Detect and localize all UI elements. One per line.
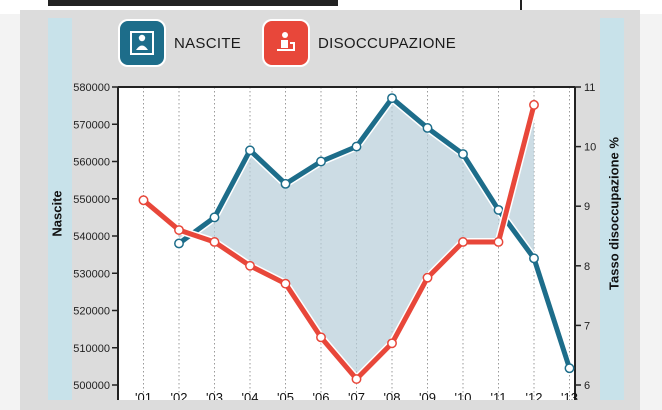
unemployment-point — [529, 99, 539, 110]
left-axis-strip — [48, 18, 72, 400]
x-tick-label: '02 — [171, 390, 188, 400]
y2-tick-label: 11 — [584, 82, 595, 94]
unemployment-line — [141, 104, 537, 382]
unemployment-point — [245, 260, 255, 271]
births-point — [458, 149, 468, 160]
unemployment-point — [422, 272, 433, 283]
unemployment-point — [316, 332, 326, 343]
header-divider — [520, 0, 522, 12]
unemployment-point — [174, 225, 184, 235]
legend-item-births: NASCITE — [118, 19, 242, 67]
y-tick-label: 560000 — [73, 157, 110, 169]
births-point — [245, 145, 255, 156]
y2-tick-label: 6 — [584, 380, 590, 392]
unemployment-point — [351, 374, 362, 384]
legend-item-unemployment: DISOCCUPAZIONE — [262, 19, 457, 67]
births-point — [280, 178, 291, 189]
y2-tick-label: 8 — [584, 261, 590, 273]
y-tick-label: 500000 — [73, 380, 110, 392]
y-tick-label: 550000 — [73, 194, 110, 206]
legend-label-births: NASCITE — [174, 34, 242, 52]
worker-at-desk-icon — [262, 19, 310, 67]
y-tick-label: 510000 — [73, 343, 110, 355]
unemployment-point — [209, 237, 220, 247]
x-tick-label: '05 — [277, 390, 294, 400]
births-point — [174, 238, 184, 249]
y-tick-label: 580000 — [73, 82, 110, 94]
x-tick-label: '09 — [419, 390, 436, 400]
y-tick-label: 540000 — [73, 231, 110, 243]
x-tick-label: '04 — [242, 390, 259, 400]
unemployment-point — [138, 195, 149, 206]
births-point — [387, 93, 397, 104]
baby-icon — [118, 19, 166, 67]
unemployment-point — [458, 237, 468, 247]
births-point — [529, 253, 539, 264]
births-point — [493, 204, 504, 215]
y2-tick-label: 7 — [584, 320, 590, 332]
y-tick-label: 520000 — [73, 306, 110, 318]
line-chart: 580000 570000 560000 550000 540000 530000 5200… — [73, 82, 596, 400]
legend-label-unemployment: DISOCCUPAZIONE — [318, 34, 457, 52]
x-tick-label: '11 — [491, 390, 507, 400]
x-tick-label: '01 — [135, 390, 152, 400]
x-tick-label: '08 — [384, 390, 401, 400]
y-tick-label: 530000 — [73, 268, 110, 280]
x-tick-label: '07 — [348, 390, 365, 400]
births-point — [209, 212, 220, 223]
y-tick-label: 570000 — [73, 119, 110, 131]
right-axis-strip — [600, 18, 624, 400]
y2-tick-label: 9 — [584, 201, 590, 213]
x-tick-label: '10 — [455, 390, 472, 400]
births-point — [316, 156, 326, 167]
births-point — [351, 141, 362, 152]
x-tick-label: '12 — [526, 390, 543, 400]
unemployment-point — [493, 237, 504, 247]
x-tick-label: '03 — [206, 390, 223, 400]
header-title-fragment — [48, 0, 338, 6]
unemployment-point — [387, 338, 397, 349]
unemployment-point — [280, 278, 291, 289]
births-point — [422, 123, 433, 133]
x-tick-label: '06 — [313, 390, 330, 400]
x-tick-label: '13 — [561, 390, 578, 400]
y2-tick-label: 10 — [584, 142, 596, 154]
births-point — [564, 363, 575, 374]
